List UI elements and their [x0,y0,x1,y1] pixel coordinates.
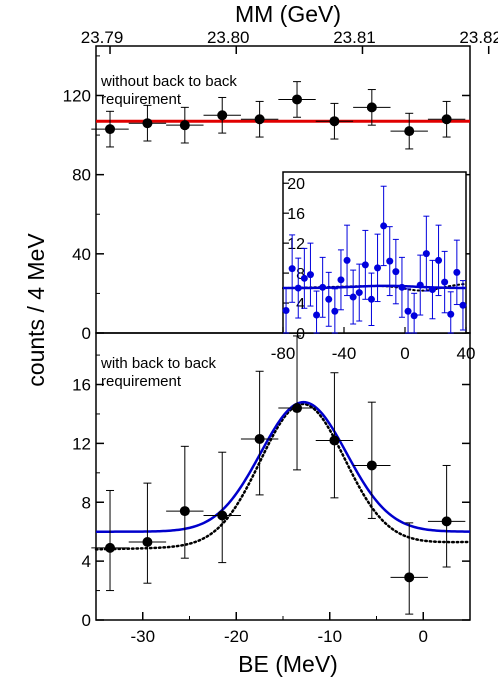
top-y-tick-label: 80 [72,166,91,185]
bottom-data-point [404,572,415,583]
top-y-tick-label: 120 [63,86,91,105]
bottom-y-tick-label: 4 [82,552,91,571]
bottom-data-point [366,460,377,471]
top-x-tick-label: 23.80 [207,28,250,47]
bottom-x-axis-title: BE (MeV) [238,651,338,677]
inset-data-point [282,307,290,315]
top-data-point [292,94,303,105]
inset-data-point [447,310,455,318]
inset-x-tick-label: 0 [400,344,409,363]
top-data-point [142,118,153,129]
top-x-tick-label: 23.81 [333,28,376,47]
top-data-point [254,114,265,125]
top-annotation-line-1: without back to back [100,73,237,90]
inset-data-point [374,264,382,272]
inset-x-tick-label: -40 [332,344,357,363]
bottom-data-point [329,435,340,446]
inset-data-point [331,307,339,315]
inset-data-point [355,289,363,297]
inset-data-point [459,301,467,309]
bottom-data-point [217,510,228,521]
inset-data-point [294,284,302,292]
inset-data-point [306,271,314,279]
bottom-annotation-line-1: with back to back [100,355,217,372]
bottom-solid-fit-curve [96,400,471,533]
top-data-point [329,116,340,127]
bottom-y-tick-label: 8 [82,493,91,512]
inset-y-tick-label: 8 [296,266,305,283]
top-panel-annotation: without back to back requirement [100,73,241,108]
inset-data-point [313,311,321,319]
top-annotation-line-2: requirement [101,91,182,108]
bottom-x-tick-label: -30 [130,627,155,646]
bottom-data-point [254,433,265,444]
inset-data-point [416,281,424,289]
bottom-y-tick-label: 16 [72,376,91,395]
bottom-y-tick-label: 12 [72,434,91,453]
inset-x-tick-label: 40 [457,344,476,363]
inset-data-point [343,256,351,264]
bottom-panel: 0 4 8 12 16 -30 -20 -10 0 [72,332,472,646]
inset-y-tick-label: 12 [287,236,305,253]
bottom-data-point [179,506,190,517]
bottom-annotation-line-2: requirement [101,373,182,390]
top-x-axis-title: MM (GeV) [235,1,341,27]
top-x-tick-label: 23.82 [459,28,498,47]
inset-x-tick-label: -80 [271,344,296,363]
inset-data-point [300,274,308,282]
top-data-point [404,126,415,137]
inset-data-point [453,268,461,276]
inset-data-point [386,257,394,265]
y-axis-title: counts / 4 MeV [23,233,49,387]
top-data-point [366,102,377,113]
bottom-x-tick-label: -10 [317,627,342,646]
inset-data-point [428,286,436,294]
top-y-tick-label: 0 [82,324,91,343]
inset-data-point [441,278,449,286]
inset-y-tick-label: 20 [287,176,305,193]
inset-solid-fit-curve [283,284,467,290]
inset-y-tick-label: 0 [296,326,305,343]
inset-panel: 0 4 8 12 16 20 -80 -40 0 40 [271,171,476,363]
bottom-y-tick-label: 0 [82,611,91,630]
inset-data-point [392,268,400,276]
bottom-dotted-fit-curve [94,402,472,551]
inset-data-point [361,261,369,269]
inset-data-point [337,276,345,284]
bottom-panel-annotation: with back to back requirement [100,355,220,390]
inset-y-tick-label: 4 [296,296,305,313]
top-x-tick-label: 23.79 [81,28,124,47]
bottom-data-point [105,542,116,553]
bottom-x-tick-label: 0 [419,627,428,646]
inset-data-point [422,250,430,258]
inset-data-point [380,222,388,230]
top-data-point [105,124,116,135]
inset-data-point [398,283,406,291]
inset-data-point [435,256,443,264]
inset-data-point [410,312,418,320]
inset-data-point [288,265,296,273]
inset-data-point [404,307,412,315]
inset-data-point [367,295,375,303]
bottom-data-point [142,536,153,547]
top-data-point [441,114,452,125]
inset-data-point [319,283,327,291]
inset-data-point [325,295,333,303]
inset-plot-frame [282,171,467,334]
top-data-point [217,110,228,121]
inset-y-tick-label: 16 [287,206,305,223]
inset-data-point [349,293,357,301]
top-data-point [179,120,190,131]
top-y-tick-label: 40 [72,245,91,264]
bottom-data-point [292,403,303,414]
bottom-x-tick-label: -20 [224,627,249,646]
bottom-data-point [441,516,452,527]
